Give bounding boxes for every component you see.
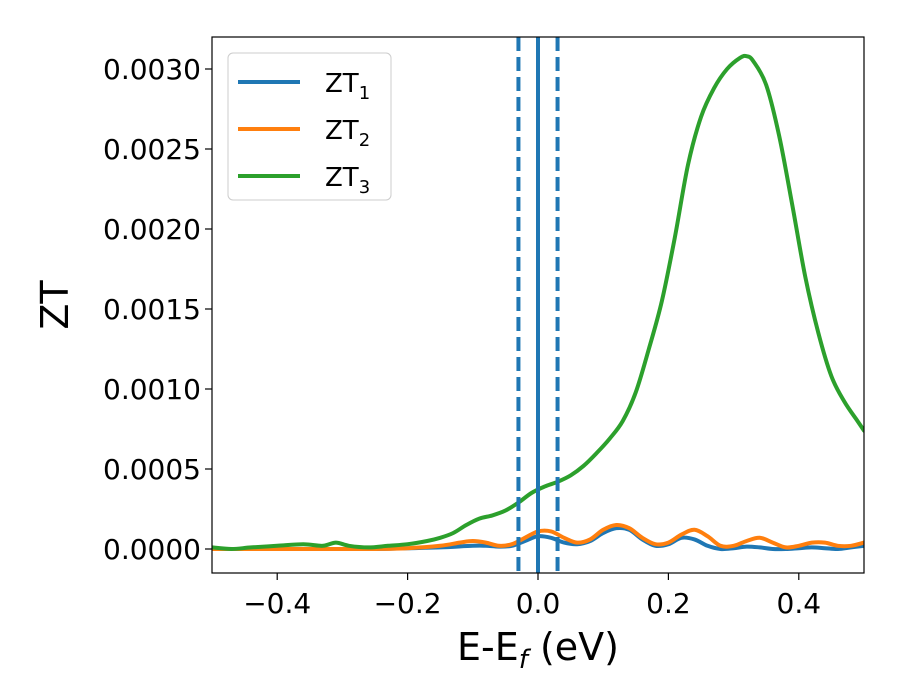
x-tick-label: −0.4 [243,587,311,620]
legend: ZT1 ZT2 ZT3 [227,52,392,201]
y-tick-label: 0.0030 [103,53,201,86]
x-axis-title: E-Ef (eV) [457,625,619,675]
reference-lines-layer [516,37,560,573]
y-tick-label: 0.0010 [103,373,201,406]
legend-box [227,52,392,201]
x-axis-ticks: −0.4 −0.2 0.0 0.2 0.4 [243,573,821,620]
legend-label-zt3: ZT3 [325,163,370,198]
x-tick-label: 0.0 [516,587,561,620]
y-tick-label: 0.0005 [103,453,201,486]
y-tick-label: 0.0025 [103,133,201,166]
x-tick-label: 0.4 [777,587,822,620]
y-tick-label: 0.0020 [103,213,201,246]
x-tick-label: 0.2 [646,587,691,620]
series-line-zt2 [212,522,864,552]
y-axis-title: ZT [33,280,77,330]
legend-label-zt2: ZT2 [325,116,370,151]
y-tick-label: 0.0015 [103,293,201,326]
x-axis-title-unit: (eV) [528,625,619,669]
legend-label-zt1: ZT1 [325,69,370,104]
plot-series-layer [212,53,864,552]
y-axis-ticks: 0.0000 0.0005 0.0010 0.0015 0.0020 0.0025 0.00… [103,53,212,566]
y-tick-label: 0.0000 [103,533,201,566]
x-tick-label: −0.2 [374,587,442,620]
series-line-zt3 [212,53,864,551]
